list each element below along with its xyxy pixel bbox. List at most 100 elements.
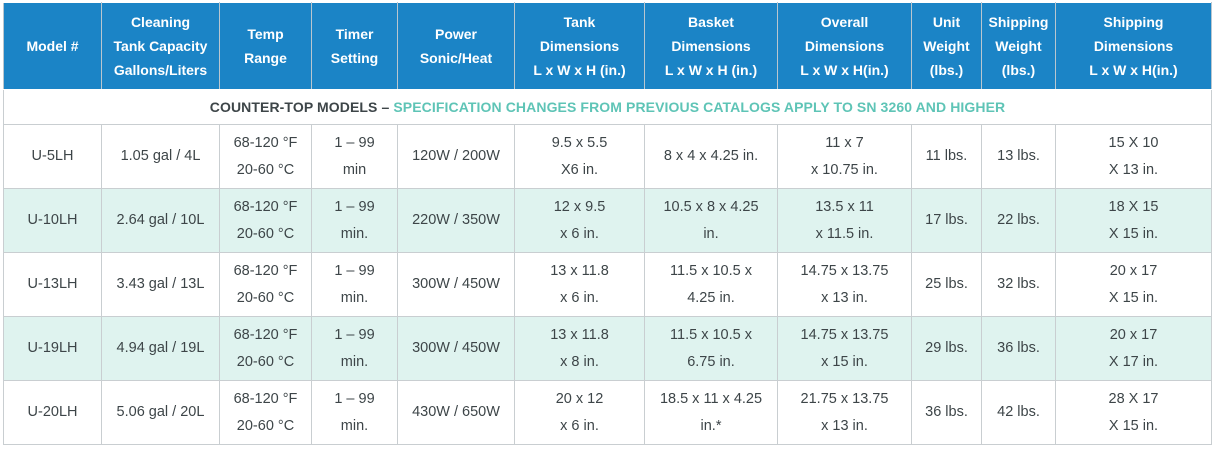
cell-line: 430W / 650W [412,404,500,420]
cell-temp-range: 68-120 °F 20-60 °C [219,188,312,253]
cell-line: 4.94 gal / 19L [116,340,205,356]
cell-line: U-19LH [27,340,78,356]
cell-line: 1 – 99 [334,390,375,407]
cell-shipping-weight: 22 lbs. [981,188,1056,253]
cell-line: 20-60 °C [236,161,295,178]
cell-line: 1.05 gal / 4L [120,148,201,164]
header-line: Sonic/Heat [419,50,493,66]
cell-line: in. [703,225,719,242]
header-line: Timer [335,26,374,42]
cell-tank-dimensions: 9.5 x 5.5 X6 in. [514,124,645,189]
cell-line: x 13 in. [821,289,868,306]
cell-line: 4.25 in. [687,289,735,306]
cell-capacity: 5.06 gal / 20L [101,380,220,445]
cell-line: 2.64 gal / 10L [116,212,205,228]
header-line: Gallons/Liters [113,62,208,78]
cell-model: U-10LH [3,188,102,253]
header-temp-range: Temp Range [219,2,312,90]
cell-timer-setting: 1 – 99 min. [311,188,398,253]
cell-timer-setting: 1 – 99 min. [311,380,398,445]
cell-line: 20 x 17 [1109,326,1158,343]
header-line: Dimensions [804,38,885,54]
cell-line: min. [340,225,369,242]
header-line: Cleaning [130,14,191,30]
header-line: (lbs.) [1001,62,1036,78]
cell-line: in.* [700,417,722,434]
cell-line: 32 lbs. [997,276,1040,292]
cell-line: U-5LH [31,148,74,164]
cell-temp-range: 68-120 °F 20-60 °C [219,316,312,381]
header-line: L x W x H (in.) [533,62,626,78]
cell-basket-dimensions: 11.5 x 10.5 x 6.75 in. [644,316,778,381]
cell-overall-dimensions: 13.5 x 11 x 11.5 in. [777,188,912,253]
cell-line: 20-60 °C [236,289,295,306]
cell-line: 1 – 99 [334,134,375,151]
cell-basket-dimensions: 8 x 4 x 4.25 in. [644,124,778,189]
header-line: Tank [563,14,596,30]
cell-capacity: 3.43 gal / 13L [101,252,220,317]
cell-line: x 6 in. [560,289,599,306]
cell-line: 42 lbs. [997,404,1040,420]
cell-unit-weight: 36 lbs. [911,380,982,445]
cell-line: 14.75 x 13.75 [800,262,889,279]
header-line: Dimensions [671,38,751,54]
cell-line: 18.5 x 11 x 4.25 [659,390,763,407]
cell-overall-dimensions: 14.75 x 13.75 x 13 in. [777,252,912,317]
header-line: Basket [688,14,734,30]
cell-line: 11.5 x 10.5 x [670,262,752,279]
section-banner: COUNTER-TOP MODELS – SPECIFICATION CHANG… [3,89,1212,125]
cell-line: x 8 in. [560,353,599,370]
cell-overall-dimensions: 11 x 7 x 10.75 in. [777,124,912,189]
cell-line: x 6 in. [560,225,599,242]
cell-capacity: 1.05 gal / 4L [101,124,220,189]
header-line: Weight [995,38,1042,54]
cell-line: X6 in. [560,161,599,178]
cell-timer-setting: 1 – 99 min [311,124,398,189]
cell-line: 29 lbs. [925,340,968,356]
cell-line: 68-120 °F [233,262,298,279]
cell-line: min. [340,289,369,306]
header-line: Weight [923,38,970,54]
cell-line: X 13 in. [1108,161,1159,178]
cell-line: 13 x 11.8 [550,326,609,343]
table-row: U-10LH 2.64 gal / 10L 68-120 °F 20-60 °C 1 –… [3,188,1212,253]
cell-shipping-dimensions: 15 X 10 X 13 in. [1055,124,1212,189]
cell-line: 11.5 x 10.5 x [670,326,752,343]
cell-line: min. [340,417,369,434]
table-row: U-5LH 1.05 gal / 4L 68-120 °F 20-60 °C 1 – 9… [3,124,1212,189]
header-unit-weight: Unit Weight (lbs.) [911,2,982,90]
table-row: U-20LH 5.06 gal / 20L 68-120 °F 20-60 °C 1 –… [3,380,1212,445]
cell-line: 15 X 10 [1108,134,1159,151]
cell-shipping-dimensions: 20 x 17 X 17 in. [1055,316,1212,381]
section-banner-cell: COUNTER-TOP MODELS – SPECIFICATION CHANG… [3,89,1212,125]
cell-line: 13.5 x 11 [815,198,874,215]
cell-line: x 15 in. [821,353,868,370]
cell-timer-setting: 1 – 99 min. [311,316,398,381]
header-line: (lbs.) [929,62,964,78]
header-model: Model # [3,2,102,90]
cell-line: 6.75 in. [687,353,735,370]
cell-timer-setting: 1 – 99 min. [311,252,398,317]
cell-model: U-5LH [3,124,102,189]
cell-line: 300W / 450W [412,340,500,356]
cell-line: x 11.5 in. [815,225,874,242]
cell-basket-dimensions: 10.5 x 8 x 4.25 in. [644,188,778,253]
header-shipping-dimensions: Shipping Dimensions L x W x H(in.) [1055,2,1212,90]
header-power: Power Sonic/Heat [397,2,515,90]
cell-overall-dimensions: 21.75 x 13.75 x 13 in. [777,380,912,445]
cell-line: 68-120 °F [233,198,298,215]
header-line: Shipping [988,14,1049,30]
header-line: Unit [932,14,961,30]
header-line: L x W x H(in.) [800,62,889,78]
header-line: Power [434,26,477,42]
header-row: Model # Cleaning Tank Capacity Gallons/Lite… [3,2,1212,90]
banner-note: SPECIFICATION CHANGES FROM PREVIOUS CATA… [393,98,1006,115]
cell-line: X 15 in. [1108,289,1159,306]
table-row: U-19LH 4.94 gal / 19L 68-120 °F 20-60 °C 1 –… [3,316,1212,381]
header-line: Dimensions [1093,38,1174,54]
cell-temp-range: 68-120 °F 20-60 °C [219,252,312,317]
cell-shipping-dimensions: 18 X 15 X 15 in. [1055,188,1212,253]
cell-shipping-weight: 32 lbs. [981,252,1056,317]
cell-unit-weight: 29 lbs. [911,316,982,381]
header-line: Dimensions [539,38,620,54]
